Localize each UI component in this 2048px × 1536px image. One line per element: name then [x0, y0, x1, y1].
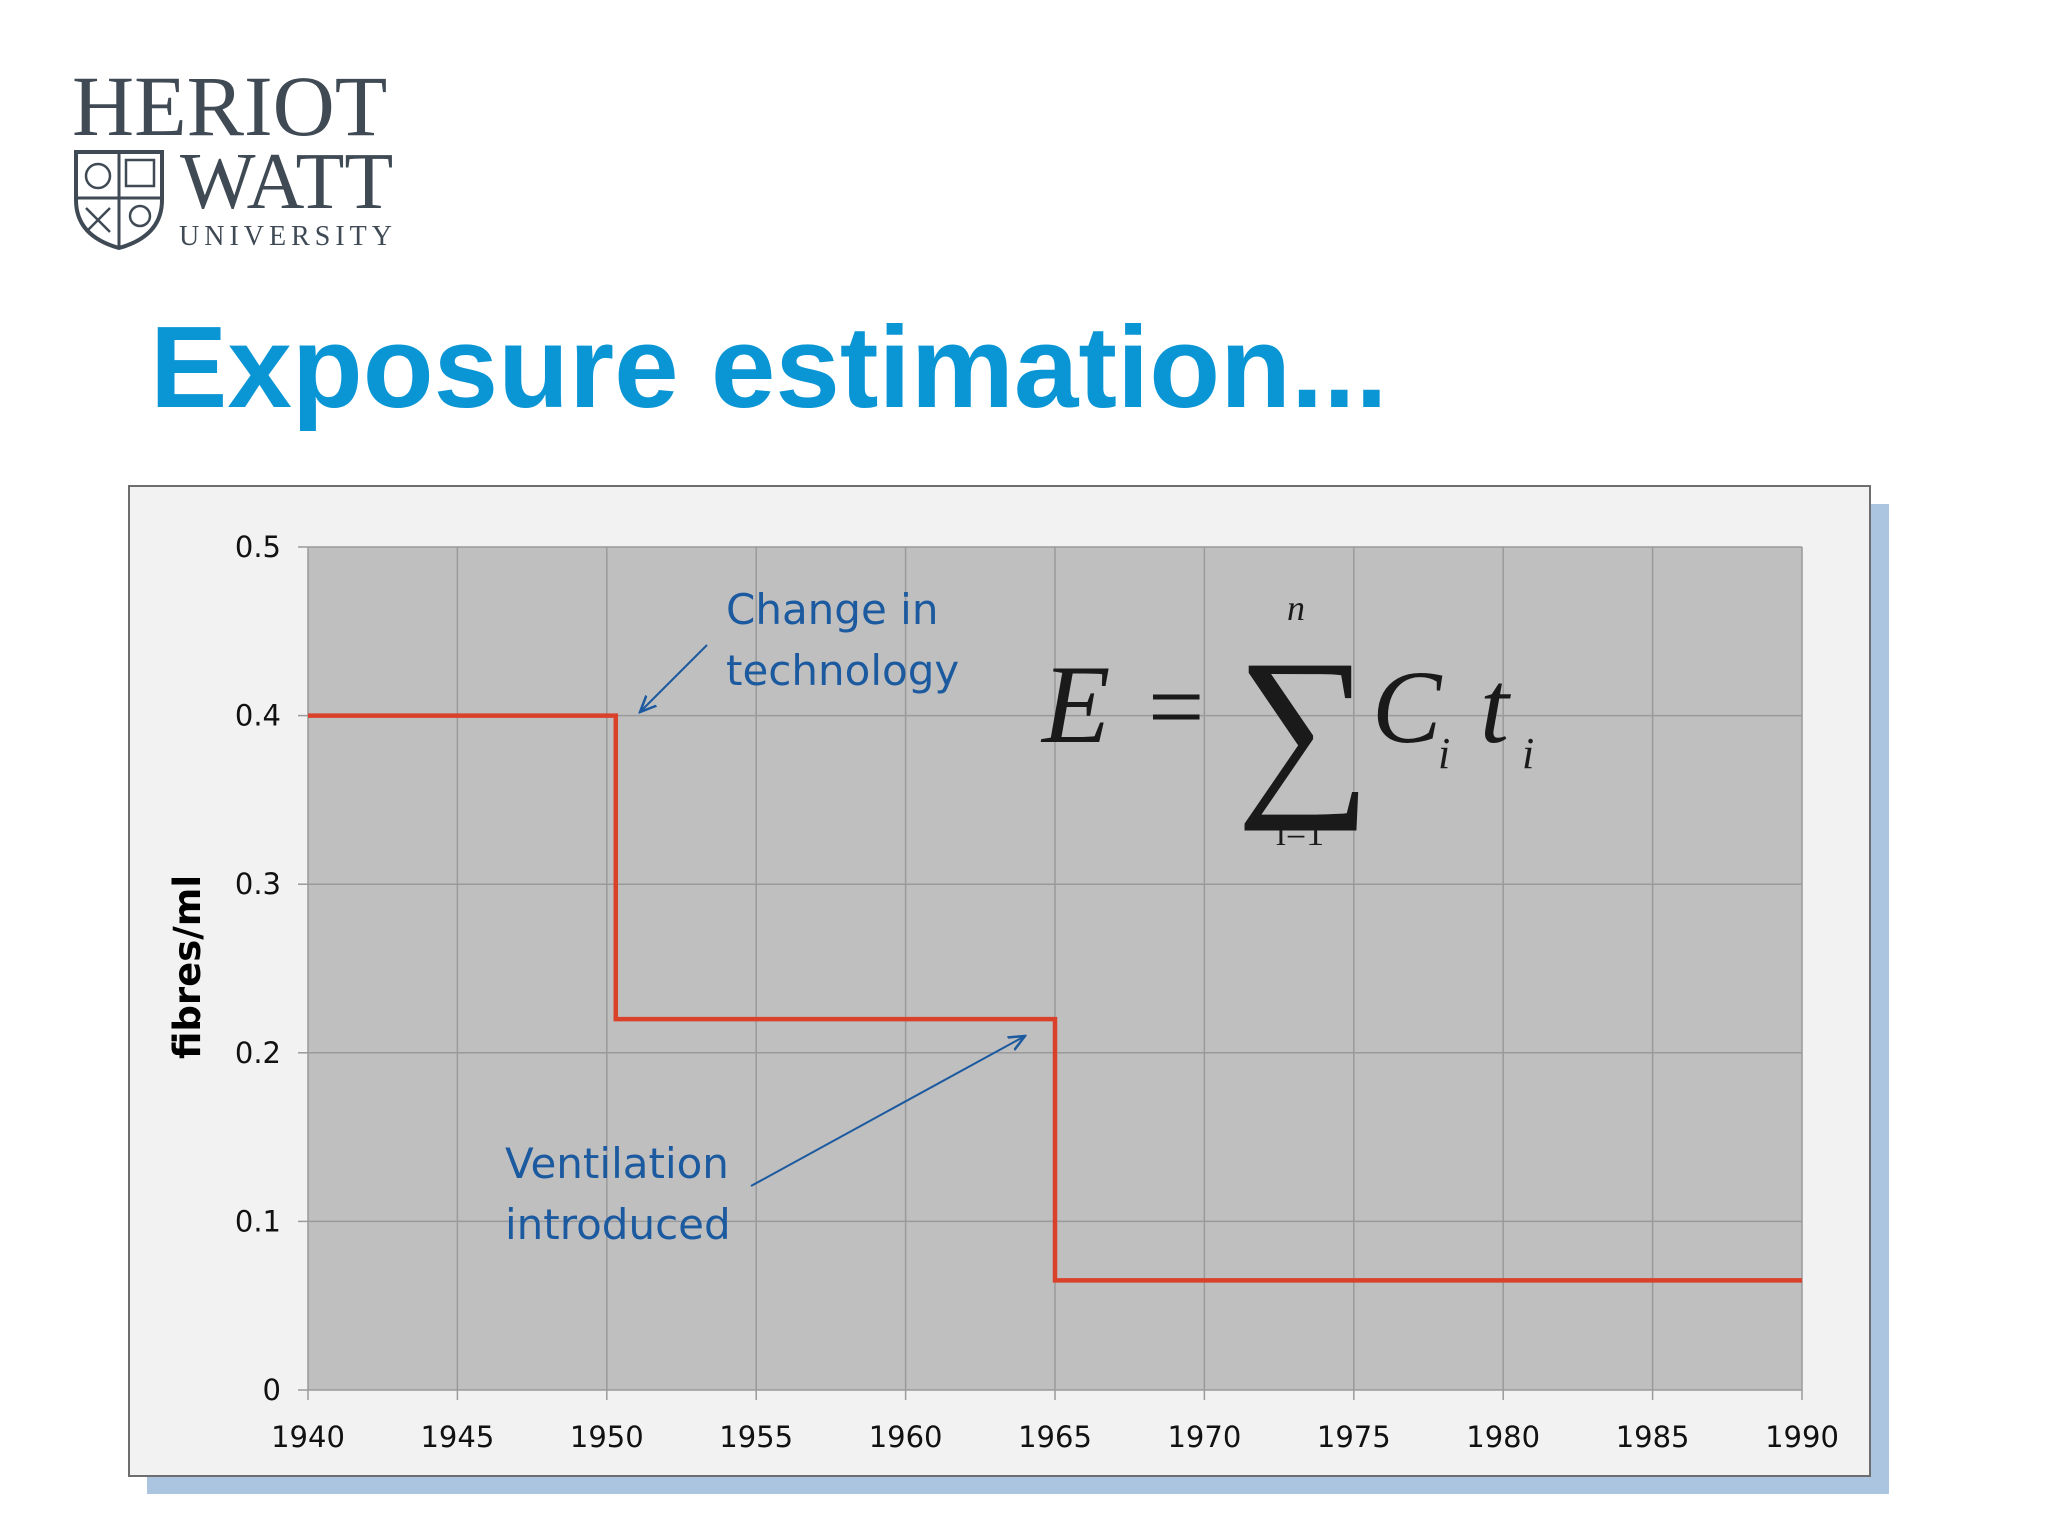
annotation: Ventilation: [505, 1139, 729, 1188]
x-tick-label: 1970: [1167, 1420, 1241, 1454]
annotation-arrow: [640, 644, 708, 712]
data-line: [308, 713, 1802, 1283]
x-tick-label: 1980: [1466, 1420, 1540, 1454]
formula-symbol: =: [1148, 651, 1204, 762]
formula-sigma: ∑: [1236, 622, 1371, 832]
y-tick-label: 0: [263, 1373, 281, 1407]
x-tick-label: 1940: [271, 1420, 345, 1454]
annotation: Change in: [726, 585, 938, 634]
formula-subscript: i: [1438, 729, 1450, 778]
y-tick-label: 0.5: [235, 530, 281, 564]
logo-text: HERIOT: [72, 58, 387, 154]
x-tick-label: 1985: [1616, 1420, 1690, 1454]
y-tick-label: 0.4: [235, 699, 281, 733]
crest-tree: [84, 162, 112, 190]
y-tick-label: 0.3: [235, 867, 281, 901]
crest-book: [124, 158, 156, 188]
formula-subscript: i: [1522, 729, 1534, 778]
y-tick-label: 0.1: [235, 1204, 281, 1238]
x-tick-label: 1990: [1765, 1420, 1839, 1454]
logo: HERIOT WATT UNIVERSITY: [72, 58, 397, 252]
formula-symbol: t: [1480, 650, 1511, 765]
formula-limit: i=1: [1276, 813, 1324, 853]
annotation-arrow: [750, 1036, 1025, 1187]
x-tick-label: 1950: [570, 1420, 644, 1454]
crest-cross: [85, 207, 111, 233]
crest-division: [76, 152, 162, 246]
formula-symbol: E: [1040, 643, 1110, 767]
annotation: technology: [726, 646, 959, 695]
x-tick-label: 1965: [1018, 1420, 1092, 1454]
annotation: introduced: [505, 1200, 731, 1249]
crest-flower: [128, 204, 152, 228]
x-tick-label: 1955: [719, 1420, 793, 1454]
logo-text: WATT: [180, 138, 393, 226]
x-tick-label: 1945: [420, 1420, 494, 1454]
x-tick-label: 1960: [869, 1420, 943, 1454]
logo-text: UNIVERSITY: [179, 221, 397, 252]
chart: 0 0.1 0.2 0.3 0.4 0.5 1940 1945 1950 1955 1960 1965…: [166, 530, 1839, 1454]
formula-symbol: C: [1372, 650, 1443, 765]
x-tick-label: 1975: [1317, 1420, 1391, 1454]
formula-limit: n: [1287, 588, 1305, 628]
y-tick-label: 0.2: [235, 1036, 281, 1070]
y-axis-label: fibres/ml: [166, 875, 209, 1059]
slide-title: Exposure estimation...: [150, 302, 1388, 432]
